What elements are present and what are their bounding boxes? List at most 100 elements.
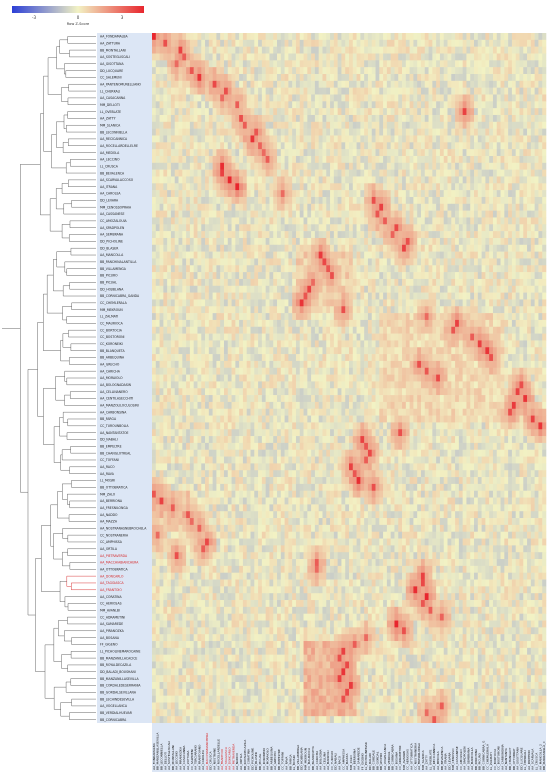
heatmap-cell — [485, 108, 489, 115]
heatmap-cell — [402, 231, 406, 238]
heatmap-cell — [315, 204, 319, 211]
heatmap-cell — [213, 60, 217, 67]
heatmap-cell — [326, 176, 330, 183]
heatmap-cell — [508, 156, 512, 163]
heatmap-cell — [194, 40, 198, 47]
heatmap-cell — [368, 211, 372, 218]
heatmap-cell — [304, 204, 308, 211]
heatmap-cell — [448, 129, 452, 136]
heatmap-cell — [330, 176, 334, 183]
heatmap-cell — [444, 211, 448, 218]
heatmap-cell — [167, 313, 171, 320]
heatmap-cell — [243, 88, 247, 95]
heatmap-cell — [440, 258, 444, 265]
heatmap-cell — [186, 135, 190, 142]
heatmap-cell — [436, 47, 440, 54]
heatmap-cell — [501, 74, 505, 81]
heatmap-cell — [489, 163, 493, 170]
heatmap-cell — [440, 74, 444, 81]
heatmap-cell — [440, 265, 444, 272]
heatmap-cell — [232, 279, 236, 286]
heatmap-cell — [493, 286, 497, 293]
heatmap-cell — [216, 224, 220, 231]
heatmap-cell — [315, 163, 319, 170]
heatmap-cell — [156, 40, 160, 47]
heatmap-cell — [197, 231, 201, 238]
heatmap-cell — [466, 129, 470, 136]
heatmap-cell — [326, 67, 330, 74]
heatmap-cell — [436, 327, 440, 334]
heatmap-cell — [220, 190, 224, 197]
heatmap-cell — [232, 217, 236, 224]
heatmap-cell — [341, 170, 345, 177]
heatmap-cell — [391, 306, 395, 313]
row-label: BB_BEVALENCA — [100, 171, 125, 175]
heatmap-cell — [425, 293, 429, 300]
heatmap-cell — [281, 94, 285, 101]
heatmap-cell — [470, 293, 474, 300]
heatmap-cell — [209, 231, 213, 238]
heatmap-cell — [247, 74, 251, 81]
heatmap-cell — [504, 190, 508, 197]
heatmap-cell — [417, 293, 421, 300]
heatmap-cell — [349, 320, 353, 327]
heatmap-cell — [247, 163, 251, 170]
heatmap-cell — [432, 60, 436, 67]
heatmap-cell — [440, 149, 444, 156]
heatmap-cell — [504, 293, 508, 300]
heatmap-cell — [247, 122, 251, 129]
heatmap-cell — [376, 81, 380, 88]
heatmap-cell — [315, 47, 319, 54]
heatmap-cell — [247, 224, 251, 231]
heatmap-cell — [413, 67, 417, 74]
heatmap-cell — [179, 279, 183, 286]
heatmap-cell — [527, 211, 531, 218]
heatmap-cell — [209, 272, 213, 279]
heatmap-cell — [341, 293, 345, 300]
heatmap-cell — [319, 142, 323, 149]
heatmap-cell — [338, 272, 342, 279]
heatmap-cell — [444, 74, 448, 81]
row-label: DD_LEVARA — [100, 199, 119, 203]
heatmap-cell — [489, 293, 493, 300]
heatmap-cell — [205, 54, 209, 61]
heatmap-cell — [455, 211, 459, 218]
heatmap-cell — [436, 279, 440, 286]
heatmap-cell — [493, 231, 497, 238]
row-label: AA_MACCHIABIANCHERA — [100, 561, 139, 565]
heatmap-cell — [307, 115, 311, 122]
heatmap-cell — [167, 176, 171, 183]
heatmap-cell — [410, 265, 414, 272]
heatmap-cell — [391, 327, 395, 334]
heatmap-cell — [444, 272, 448, 279]
heatmap-cell — [504, 67, 508, 74]
heatmap-cell — [262, 286, 266, 293]
heatmap-cell — [463, 279, 467, 286]
heatmap-cell — [519, 122, 523, 129]
heatmap-cell — [523, 320, 527, 327]
heatmap-cell — [262, 54, 266, 61]
heatmap-cell — [501, 258, 505, 265]
heatmap-cell — [296, 94, 300, 101]
heatmap-cell — [364, 88, 368, 95]
heatmap-cell — [197, 47, 201, 54]
heatmap-cell — [463, 211, 467, 218]
heatmap-cell — [152, 149, 156, 156]
heatmap-cell — [379, 204, 383, 211]
heatmap-cell — [455, 67, 459, 74]
heatmap-cell — [357, 67, 361, 74]
heatmap-cell — [296, 252, 300, 259]
heatmap-cell — [459, 33, 463, 40]
heatmap-cell — [322, 217, 326, 224]
heatmap-cell — [410, 231, 414, 238]
heatmap-cell — [322, 238, 326, 245]
heatmap-cell — [501, 47, 505, 54]
heatmap-cell — [508, 313, 512, 320]
heatmap-cell — [262, 306, 266, 313]
heatmap-cell — [394, 176, 398, 183]
heatmap-cell — [243, 183, 247, 190]
heatmap-cell — [383, 320, 387, 327]
heatmap-cell — [239, 156, 243, 163]
heatmap-cell — [209, 327, 213, 334]
heatmap-cell — [254, 60, 258, 67]
